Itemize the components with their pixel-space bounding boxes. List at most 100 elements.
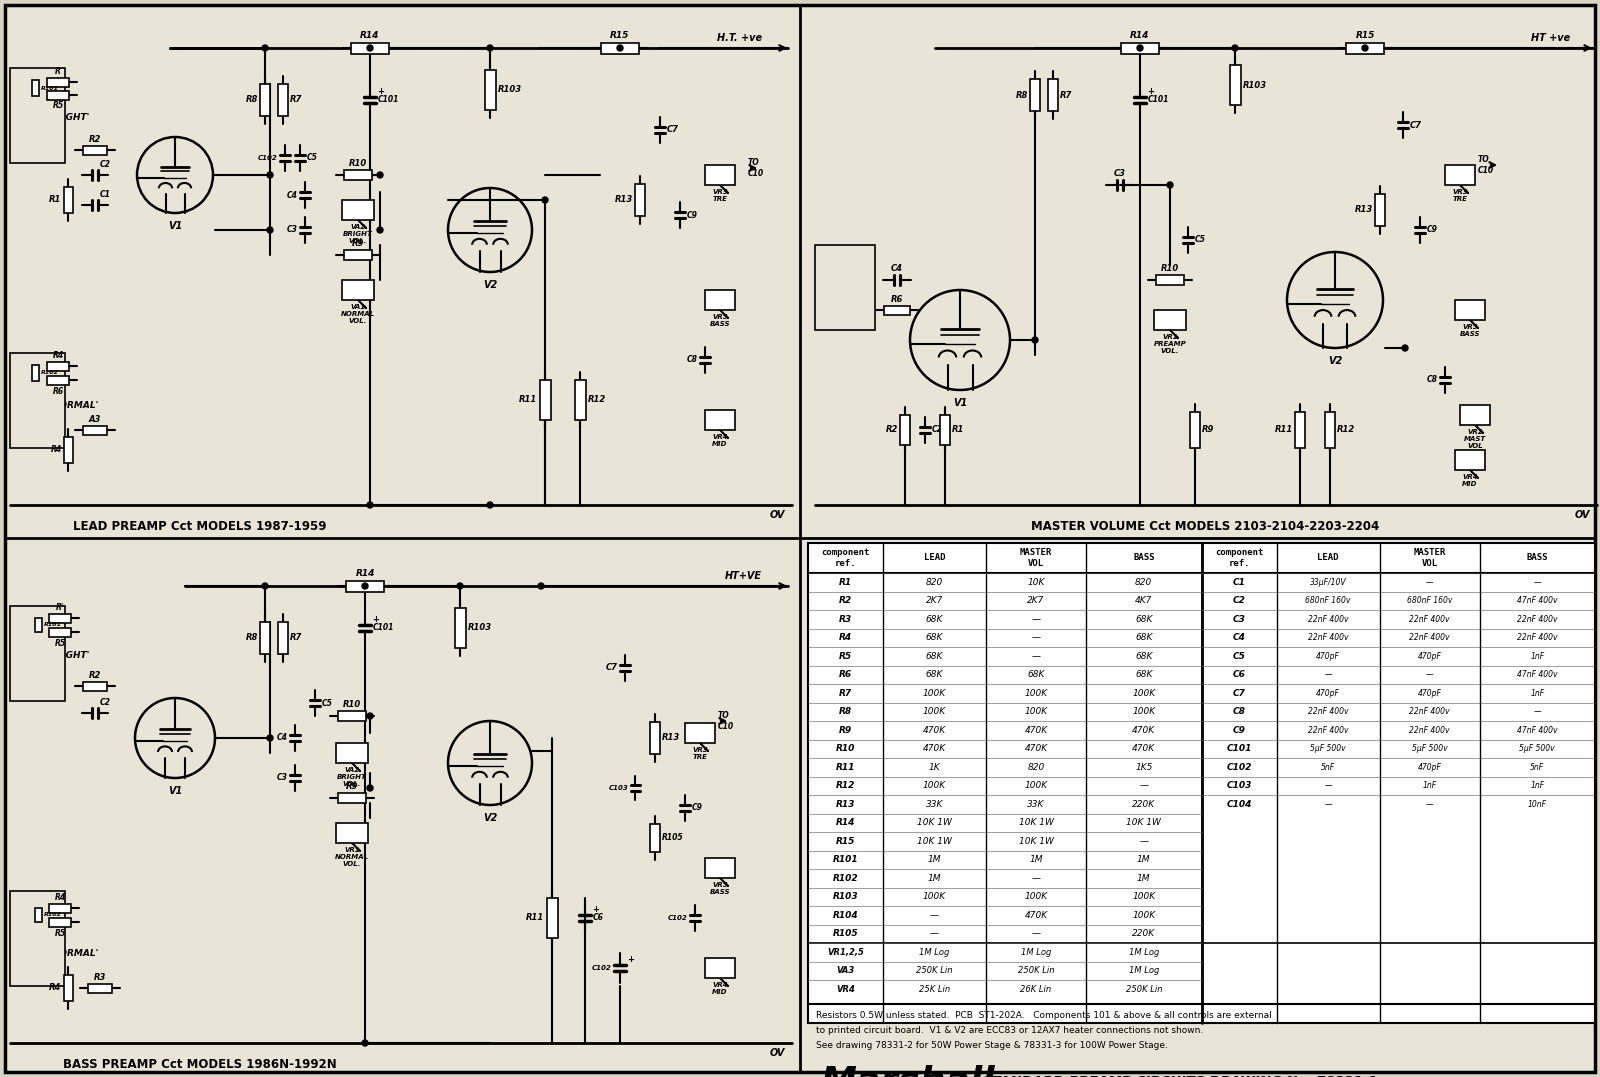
Bar [941, 415, 950, 445]
Text: R7: R7 [290, 633, 302, 643]
Bar [485, 70, 496, 110]
Text: R12: R12 [587, 395, 606, 405]
Text: BASS PREAMP Cct MODELS 1986N-1992N: BASS PREAMP Cct MODELS 1986N-1992N [62, 1058, 338, 1071]
Text: R: R [54, 67, 61, 75]
Bar [259, 623, 270, 654]
Text: 1M Log: 1M Log [920, 948, 950, 956]
Text: R4: R4 [50, 446, 61, 454]
Text: R2: R2 [838, 597, 853, 605]
Bar [336, 743, 368, 763]
Text: CH II 'NORMAL': CH II 'NORMAL' [22, 401, 98, 409]
Text: VR1
PREAMP
VOL.: VR1 PREAMP VOL. [1154, 334, 1186, 354]
Bar [1294, 412, 1306, 448]
Text: 100K: 100K [923, 689, 946, 698]
Text: A3: A3 [90, 415, 101, 423]
Text: C5: C5 [1195, 236, 1206, 244]
Text: 2K7: 2K7 [926, 597, 942, 605]
Text: LOW: LOW [818, 249, 822, 267]
Bar [706, 959, 734, 978]
Bar [1325, 412, 1334, 448]
Text: CH I 'BRIGHT': CH I 'BRIGHT' [22, 652, 90, 660]
Bar [685, 723, 715, 743]
Text: —: — [1032, 633, 1040, 642]
Text: LOW: LOW [14, 921, 21, 939]
Text: R1: R1 [838, 577, 853, 587]
Text: VR1
NORMAL
VOL.: VR1 NORMAL VOL. [334, 847, 370, 867]
Text: R105: R105 [662, 834, 683, 842]
Text: 250K Lin: 250K Lin [1125, 984, 1162, 994]
Bar [454, 609, 466, 648]
Bar [32, 80, 38, 96]
Circle shape [378, 227, 382, 233]
Text: 820: 820 [1134, 577, 1152, 587]
Bar [344, 170, 371, 180]
Circle shape [366, 502, 373, 508]
Text: +: + [371, 615, 379, 624]
Text: R101: R101 [832, 855, 858, 864]
Text: V1: V1 [168, 786, 182, 796]
Text: V1: V1 [168, 221, 182, 230]
Text: R4: R4 [50, 983, 61, 993]
Text: 10K 1W: 10K 1W [1019, 819, 1053, 827]
Text: —: — [1533, 577, 1541, 587]
Circle shape [366, 45, 373, 51]
Bar [46, 362, 69, 370]
Text: 33K: 33K [1027, 800, 1045, 809]
Text: Marshall: Marshall [819, 1064, 995, 1077]
Text: C9: C9 [1427, 225, 1438, 235]
Text: 1M: 1M [928, 855, 941, 864]
Text: 68K: 68K [926, 652, 942, 661]
Text: STANDARD PREAMP CIRCUITS DRAWING No. 78331-1: STANDARD PREAMP CIRCUITS DRAWING No. 783… [982, 1075, 1378, 1077]
Text: C8: C8 [1232, 708, 1245, 716]
Text: 1M: 1M [1138, 855, 1150, 864]
Bar [83, 682, 107, 690]
Text: 100K: 100K [1133, 911, 1155, 920]
Text: 5nF: 5nF [1322, 763, 1334, 772]
Circle shape [538, 583, 544, 589]
Text: 10K 1W: 10K 1W [917, 819, 952, 827]
Text: VR5
BASS: VR5 BASS [710, 314, 730, 327]
Text: R8: R8 [1016, 90, 1027, 99]
Text: C101: C101 [373, 624, 394, 632]
Text: 100K: 100K [1024, 781, 1048, 791]
Text: R13: R13 [835, 800, 854, 809]
Text: C103: C103 [1226, 781, 1251, 791]
Text: R12: R12 [835, 781, 854, 791]
Text: R10: R10 [349, 159, 366, 168]
Text: LOW: LOW [14, 633, 21, 651]
Bar [1030, 79, 1040, 111]
Circle shape [262, 45, 269, 51]
Text: C7: C7 [1232, 689, 1245, 698]
Text: —: — [1533, 708, 1541, 716]
Text: C101: C101 [1149, 96, 1170, 104]
Bar [342, 280, 374, 300]
Bar [35, 908, 42, 922]
Text: HT +ve: HT +ve [1531, 33, 1570, 43]
Text: R4: R4 [838, 633, 853, 642]
Bar [336, 823, 368, 843]
Bar [342, 200, 374, 220]
Bar [50, 918, 70, 926]
Bar [350, 42, 389, 54]
Bar [602, 42, 638, 54]
Text: —: — [1325, 670, 1331, 680]
Text: 220K: 220K [1133, 929, 1155, 938]
Text: 22nF 400v: 22nF 400v [1410, 726, 1450, 735]
Text: C3: C3 [286, 225, 298, 235]
Text: R4: R4 [54, 893, 66, 901]
Text: C4: C4 [277, 733, 288, 742]
Text: R11: R11 [1275, 425, 1293, 434]
Text: 100K: 100K [1024, 892, 1048, 901]
Circle shape [618, 45, 622, 51]
Text: OV: OV [770, 1048, 786, 1058]
Text: C8: C8 [1427, 376, 1438, 384]
Bar [706, 165, 734, 185]
Text: +: + [627, 955, 634, 964]
Bar [10, 353, 66, 448]
Text: —: — [930, 911, 939, 920]
Circle shape [1362, 45, 1368, 51]
Bar [539, 380, 550, 420]
Text: 1nF: 1nF [1530, 781, 1544, 791]
Text: C104: C104 [1226, 800, 1251, 809]
Text: —: — [1325, 800, 1331, 809]
